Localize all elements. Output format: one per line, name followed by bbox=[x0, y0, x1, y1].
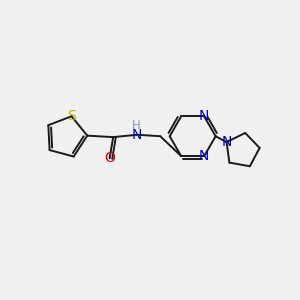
Text: N: N bbox=[199, 149, 209, 163]
Text: N: N bbox=[132, 128, 142, 142]
Text: O: O bbox=[104, 151, 115, 165]
Text: S: S bbox=[67, 109, 76, 123]
Text: N: N bbox=[199, 109, 209, 123]
Text: N: N bbox=[221, 135, 232, 149]
Text: H: H bbox=[131, 119, 140, 132]
